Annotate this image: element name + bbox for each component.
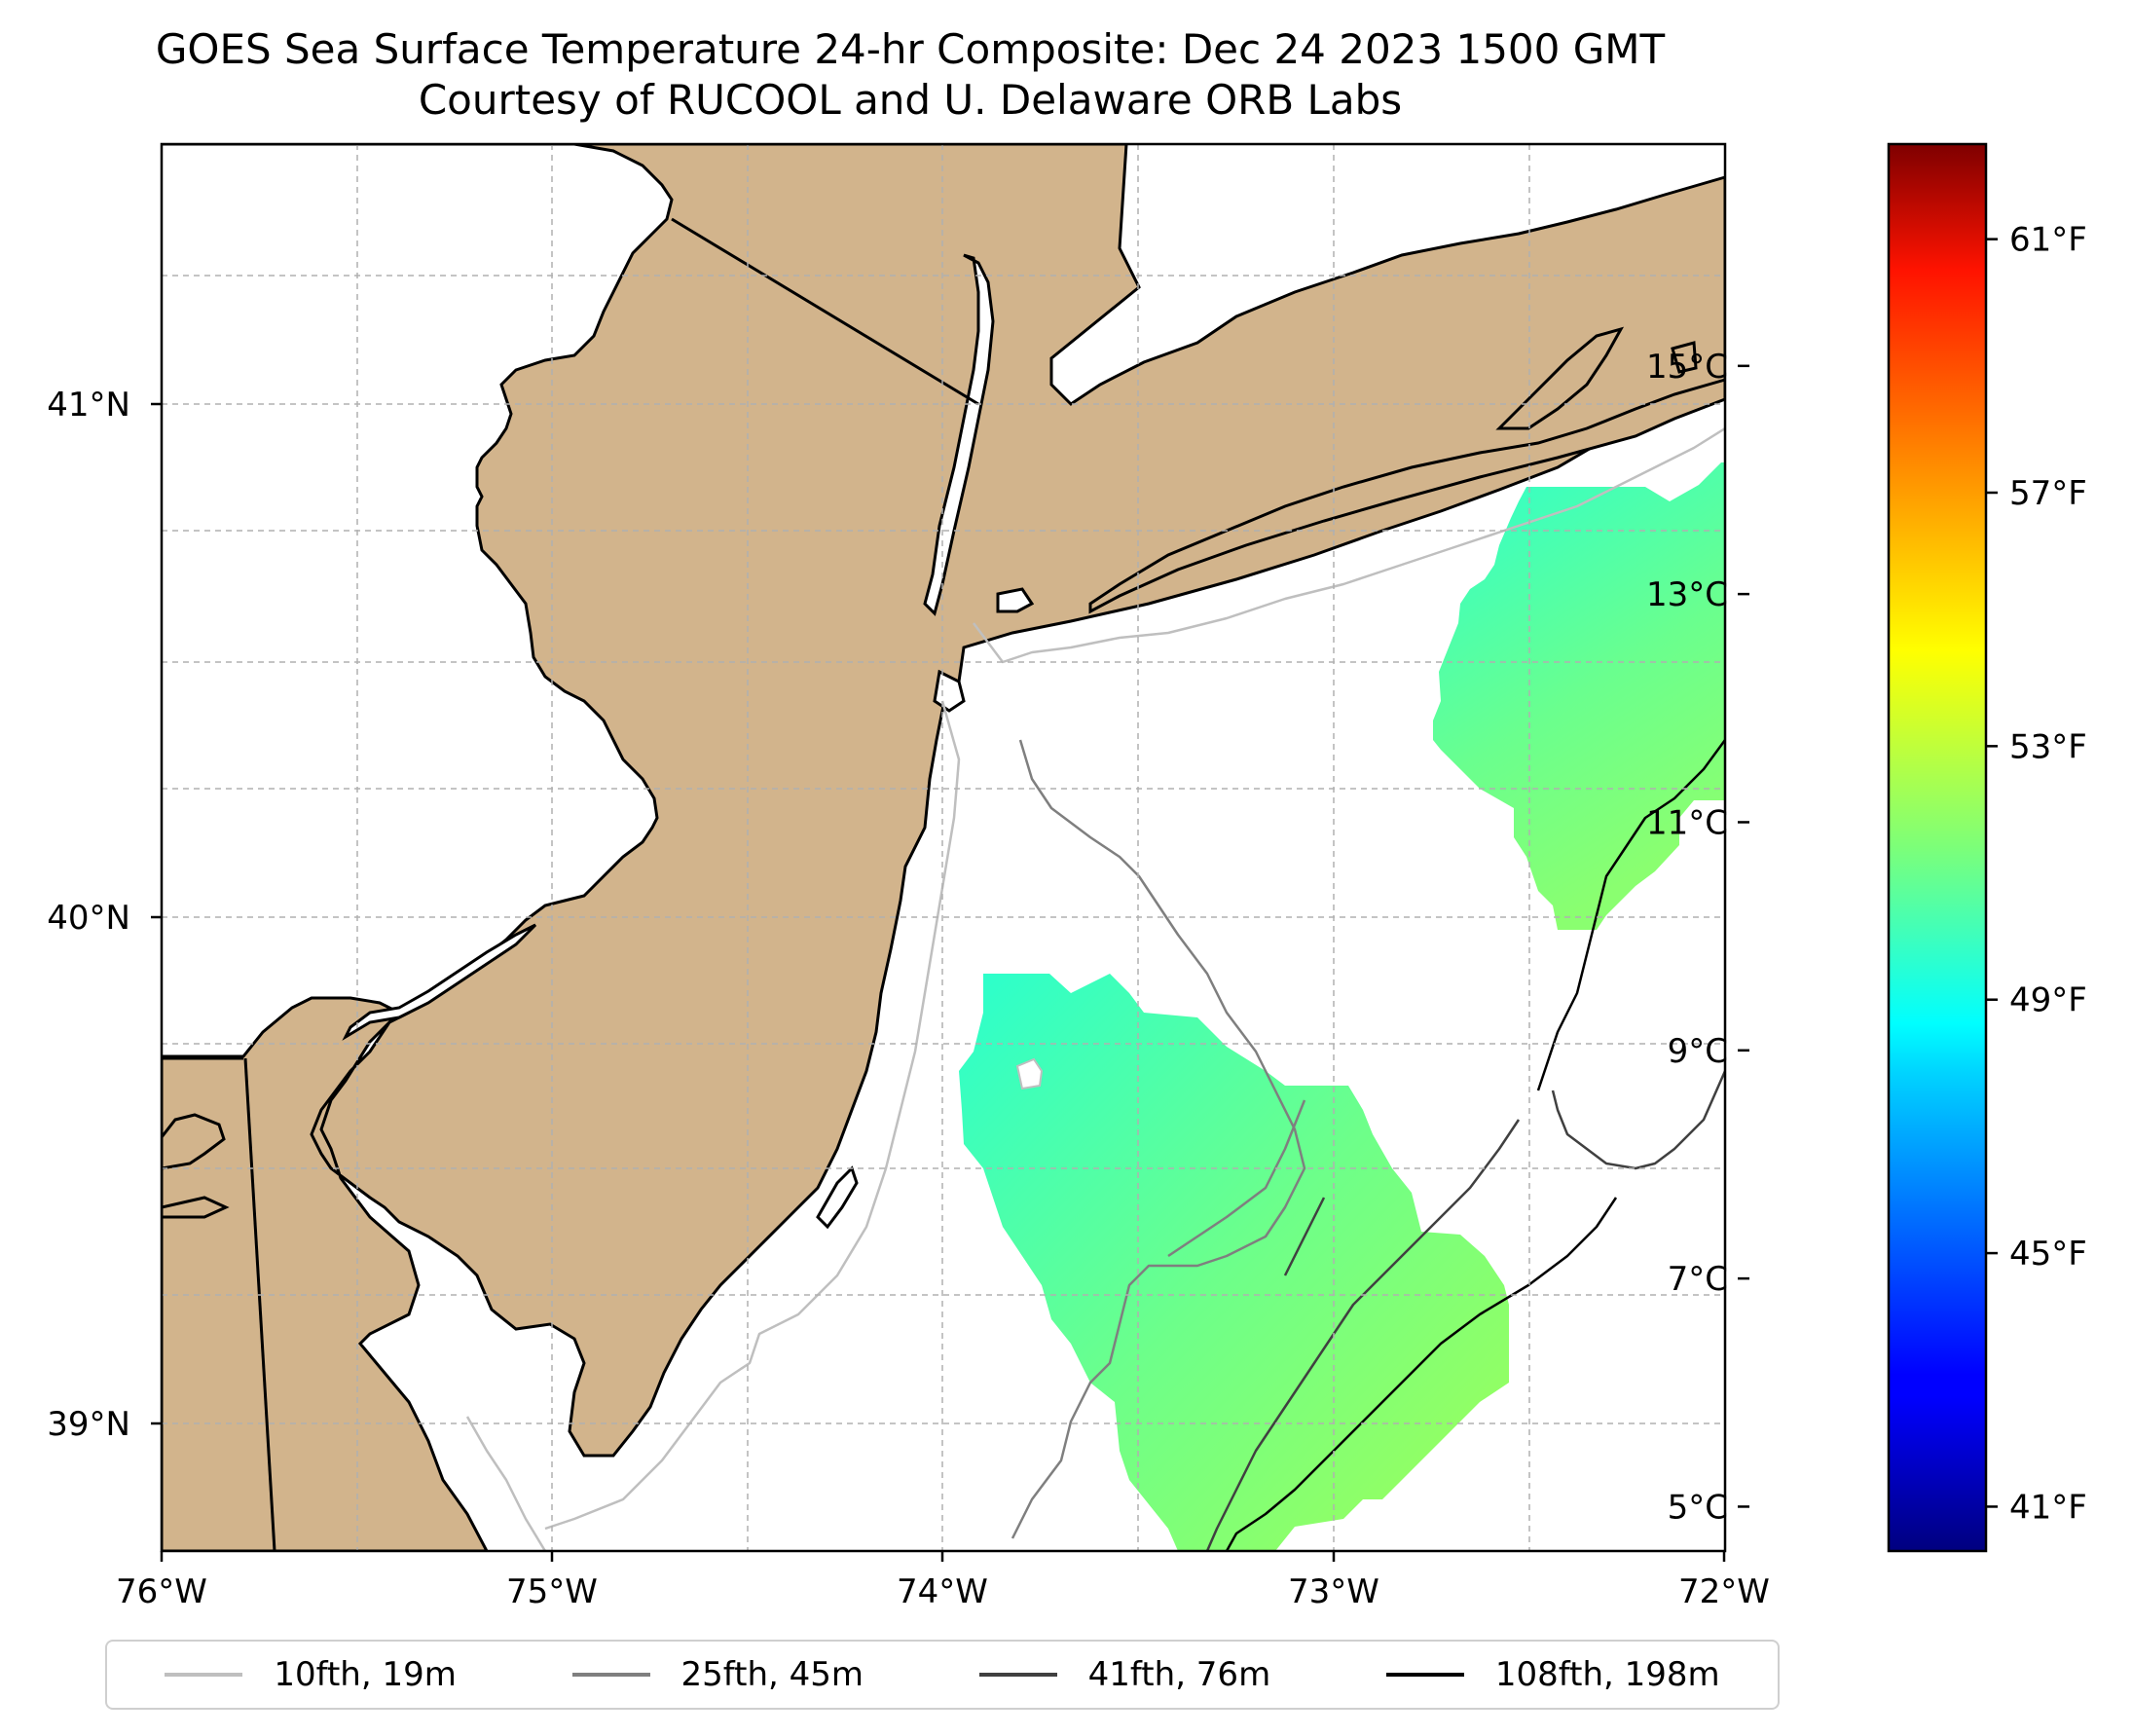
chart-title: GOES Sea Surface Temperature 24-hr Compo… <box>0 24 1820 126</box>
legend-swatch <box>978 1673 1057 1677</box>
colorbar-label-c: 5°C <box>1668 1488 1728 1527</box>
title-line-2: Courtesy of RUCOOL and U. Delaware ORB L… <box>418 76 1403 124</box>
lon-tick-label: 73°W <box>1288 1572 1379 1611</box>
legend-label: 10fth, 19m <box>274 1655 457 1694</box>
legend-swatch <box>165 1673 243 1677</box>
colorbar-label-f: 53°F <box>2009 727 2087 766</box>
legend-item-25fth: 25fth, 45m <box>571 1655 864 1694</box>
isobaths <box>465 426 1725 1551</box>
colorbar-label-c: 9°C <box>1668 1032 1728 1071</box>
colorbar-label-c: 13°C <box>1646 575 1728 614</box>
lat-tick-label: 40°N <box>47 899 130 938</box>
isobath-108fth <box>1225 739 1725 1551</box>
lat-tick-labels: 39°N 40°N 41°N <box>47 386 130 1444</box>
legend-item-41fth: 41fth, 76m <box>978 1655 1271 1694</box>
title-line-1: GOES Sea Surface Temperature 24-hr Compo… <box>155 25 1666 73</box>
legend: 10fth, 19m 25fth, 45m 41fth, 76m 108fth,… <box>105 1640 1780 1710</box>
legend-label: 41fth, 76m <box>1087 1655 1271 1694</box>
colorbar-label-f: 41°F <box>2009 1488 2087 1527</box>
sst-gap <box>1015 1057 1044 1090</box>
state-border-de-md <box>243 1057 276 1551</box>
colorbar-ticks: 41°F 45°F 49°F 53°F 57°F 61°F 5°C 7°C 9°C 11°C 13°… <box>1646 221 2087 1528</box>
lat-tick-label: 39°N <box>47 1405 130 1444</box>
axis-ticks <box>151 402 1726 1562</box>
lon-tick-labels: 76°W 75°W 74°W 73°W 72°W <box>116 1572 1770 1611</box>
state-border-nj-ny <box>671 217 979 406</box>
colorbar-label-c: 11°C <box>1646 803 1728 842</box>
lon-tick-label: 74°W <box>897 1572 988 1611</box>
colorbar-label-f: 49°F <box>2009 981 2087 1020</box>
lon-tick-label: 76°W <box>116 1572 207 1611</box>
lon-tick-label: 72°W <box>1678 1572 1770 1611</box>
legend-item-108fth: 108fth, 198m <box>1385 1655 1720 1694</box>
land-long-island <box>1088 378 1725 614</box>
sst-patch-southwest <box>959 974 1509 1551</box>
legend-label: 25fth, 45m <box>680 1655 864 1694</box>
map-content <box>162 144 1725 1551</box>
legend-swatch <box>571 1673 650 1677</box>
colorbar-label-f: 61°F <box>2009 221 2087 260</box>
colorbar-label-c: 15°C <box>1646 348 1728 387</box>
isobath-25fth <box>1011 739 1306 1539</box>
colorbar <box>1887 142 1988 1553</box>
colorbar-label-f: 57°F <box>2009 474 2087 513</box>
legend-swatch <box>1385 1673 1464 1677</box>
colorbar-label-f: 45°F <box>2009 1235 2087 1274</box>
land-delaware <box>162 1113 230 1219</box>
colorbar-label-c: 7°C <box>1668 1260 1728 1299</box>
gridlines <box>162 144 1725 1551</box>
legend-label: 108fth, 198m <box>1494 1655 1720 1694</box>
lat-tick-label: 41°N <box>47 386 130 425</box>
legend-item-10fth: 10fth, 19m <box>165 1655 457 1694</box>
delaware-river <box>342 923 537 1041</box>
lon-tick-label: 75°W <box>506 1572 598 1611</box>
